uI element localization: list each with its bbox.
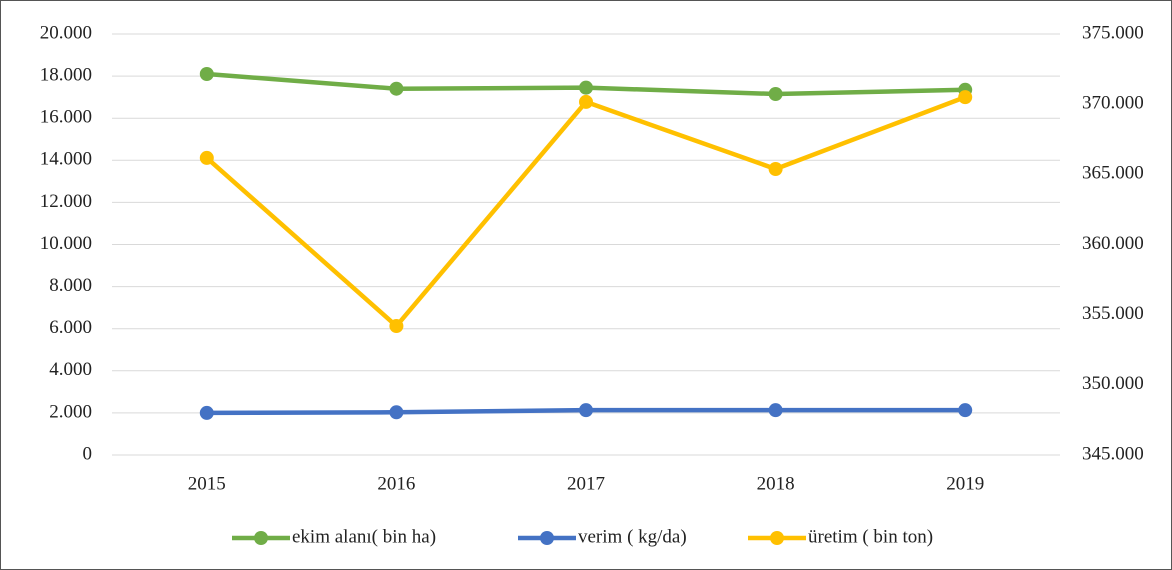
y-tick-label: 0: [83, 443, 93, 464]
marker: [768, 403, 783, 418]
marker: [579, 80, 593, 95]
marker: [958, 90, 973, 105]
y2-tick-label: 360.000: [1082, 233, 1144, 254]
x-tick-label: 2015: [188, 473, 226, 494]
x-tick-label: 2018: [757, 473, 795, 494]
marker: [579, 94, 593, 109]
y2-tick-label: 370.000: [1082, 93, 1144, 114]
y-tick-label: 14.000: [40, 149, 92, 170]
legend-marker: [770, 531, 784, 545]
marker: [768, 162, 783, 177]
y-tick-label: 2.000: [49, 401, 92, 422]
y-tick-label: 8.000: [49, 275, 92, 296]
y2-tick-label: 375.000: [1082, 22, 1144, 43]
y-tick-label: 4.000: [49, 359, 92, 380]
marker: [199, 66, 214, 81]
x-tick-label: 2019: [946, 473, 984, 494]
y-tick-label: 6.000: [49, 317, 92, 338]
y-tick-label: 16.000: [40, 107, 92, 128]
y-tick-label: 12.000: [40, 191, 92, 212]
legend-marker: [254, 531, 268, 545]
legend-label: üretim ( bin ton): [808, 526, 933, 547]
x-tick-label: 2017: [567, 473, 605, 494]
y-tick-label: 10.000: [40, 233, 92, 254]
y2-tick-label: 350.000: [1082, 373, 1144, 394]
legend-label: ekim alanı( bin ha): [292, 526, 436, 547]
y-tick-label: 18.000: [40, 64, 92, 85]
y2-tick-label: 355.000: [1082, 303, 1144, 324]
marker: [579, 403, 593, 418]
marker: [958, 403, 973, 418]
marker: [389, 319, 404, 334]
legend-marker: [540, 531, 554, 545]
y-tick-label: 20.000: [40, 22, 92, 43]
y2-tick-label: 365.000: [1082, 163, 1144, 184]
marker: [768, 86, 783, 101]
y2-tick-label: 345.000: [1082, 443, 1144, 464]
marker: [389, 405, 404, 420]
marker: [389, 81, 404, 96]
x-tick-label: 2016: [377, 473, 415, 494]
marker: [199, 150, 214, 165]
legend-label: verim ( kg/da): [578, 526, 687, 547]
marker: [199, 405, 214, 420]
